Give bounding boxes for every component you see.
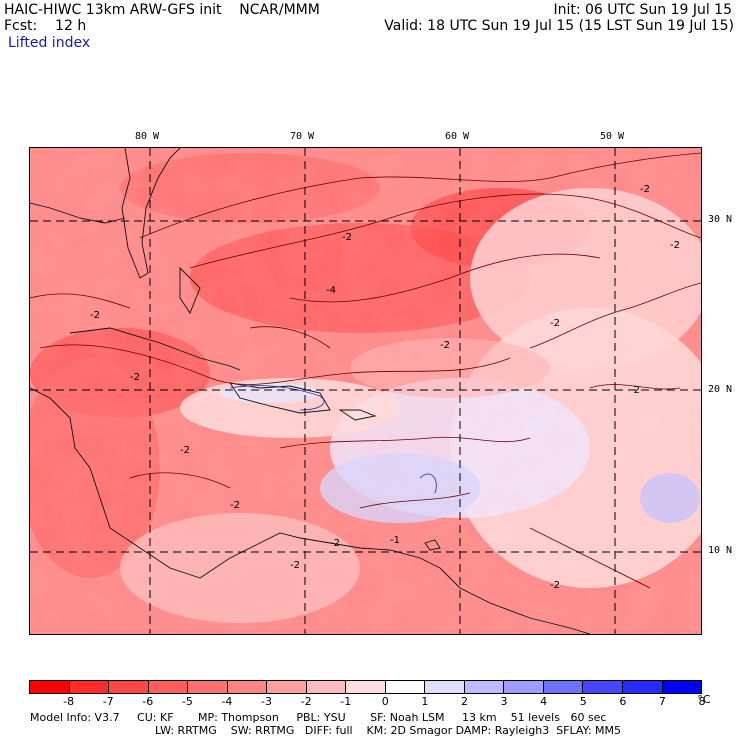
colorbar-labels: -8 -7 -6 -5 -4 -3 -2 -1 0 1 2 3 4 5 6 7 8 °C <box>29 693 729 708</box>
contour-line <box>139 152 701 239</box>
coastline <box>179 266 201 314</box>
valid-time: Valid: 18 UTC Sun 19 Jul 15 (15 LST Sun … <box>384 18 734 34</box>
coastline <box>199 532 441 579</box>
coastline <box>121 148 181 279</box>
colorbar-tick-label: -8 <box>63 695 75 708</box>
lon-label-80w: 80 W <box>135 131 160 142</box>
colorbar-tick-label: 6 <box>619 695 627 708</box>
lon-label-60w: 60 W <box>445 131 470 142</box>
contour-label: -2 <box>670 240 680 251</box>
colorbar-tick-label: -4 <box>221 695 233 708</box>
contour-line <box>249 326 331 349</box>
coastlines <box>30 148 591 634</box>
model-title: HAIC-HIWC 13km ARW-GFS init NCAR/MMM <box>4 2 320 18</box>
contours-stable <box>229 385 437 494</box>
field-name: Lifted index <box>8 35 91 51</box>
colorbar-cell <box>109 681 149 693</box>
colorbar-cell <box>267 681 307 693</box>
coastline <box>229 382 331 414</box>
contour-label: -2 <box>330 538 340 549</box>
colorbar-cell <box>69 681 110 693</box>
coastline <box>30 387 201 579</box>
lat-label-30n: 30 N <box>708 214 733 225</box>
contour-line <box>419 473 437 494</box>
colorbar-tick-label: 1 <box>421 695 429 708</box>
forecast-hour: Fcst: 12 h <box>4 18 87 34</box>
contour-label: -2 <box>550 580 560 591</box>
contour-label: -2 <box>550 318 560 329</box>
contour-line <box>529 527 651 589</box>
colorbar-cell <box>385 681 426 693</box>
coastline <box>69 327 241 371</box>
contour-label: -2 <box>640 184 650 195</box>
colorbar-cell <box>662 681 702 693</box>
contour-label: -4 <box>326 285 336 296</box>
colorbar-tick-label: 4 <box>540 695 548 708</box>
lat-label-10n: 10 N <box>708 545 733 556</box>
colorbar-tick-label: -1 <box>340 695 352 708</box>
colorbar-tick-label: -5 <box>181 695 193 708</box>
map-canvas: -2 -4 -2 -2 -2 -2 -2 -2 -2 -2 -2 -2 -1 -… <box>30 148 701 634</box>
lifted-index-map: -2 -4 -2 -2 -2 -2 -2 -2 -2 -2 -2 -2 -1 -… <box>29 147 702 635</box>
contours <box>30 152 701 589</box>
contour-label: -2 <box>230 500 240 511</box>
contour-line <box>189 193 701 269</box>
contour-label: -2 <box>180 445 190 456</box>
coastline <box>439 567 591 634</box>
colorbar-tick-label: 3 <box>500 695 508 708</box>
colorbar-cell <box>346 681 386 693</box>
contour-label: -2 <box>342 232 352 243</box>
contour-label: -2 <box>440 340 450 351</box>
colorbar-cell <box>504 681 544 693</box>
contour-line <box>529 282 701 349</box>
colorbar-tick-label: -3 <box>261 695 272 708</box>
colorbar-cell <box>543 681 584 693</box>
contour-label: -2 <box>130 372 140 383</box>
colorbar-tick-label: 2 <box>460 695 468 708</box>
colorbar-cell <box>622 681 663 693</box>
contour-line <box>359 492 471 509</box>
contour-label: -2 <box>90 310 100 321</box>
lon-label-70w: 70 W <box>290 131 315 142</box>
colorbar-unit: °C <box>697 693 711 706</box>
graticule <box>30 148 701 634</box>
colorbar-tick-label: 0 <box>381 695 389 708</box>
model-info-line2: LW: RRTMG SW: RRTMG DIFF: full KM: 2D Sm… <box>155 724 621 737</box>
coastline <box>424 539 441 551</box>
contour-line <box>30 293 131 309</box>
colorbar-cell <box>464 681 505 693</box>
colorbar-tick-label: 8 <box>698 695 706 708</box>
contour-line <box>129 472 231 489</box>
contour-line <box>39 344 511 385</box>
colorbar-cell <box>30 681 70 693</box>
lat-label-20n: 20 N <box>708 384 733 395</box>
contour-line <box>229 385 325 411</box>
contour-label: -2 <box>290 560 300 571</box>
colorbar-tick-label: 7 <box>658 695 666 708</box>
colorbar-cell <box>148 681 189 693</box>
colorbar-tick-label: 5 <box>579 695 587 708</box>
colorbar-tick-label: -6 <box>142 695 154 708</box>
contour-line <box>589 384 681 390</box>
contour-line <box>279 436 531 449</box>
model-info-line1: Model Info: V3.7 CU: KF MP: Thompson PBL… <box>30 711 607 724</box>
colorbar-cell <box>227 681 268 693</box>
colorbar-tick-label: -7 <box>102 695 114 708</box>
colorbar-tick-label: -2 <box>300 695 312 708</box>
contour-label: -1 <box>390 535 400 546</box>
field-texture <box>30 148 701 634</box>
colorbar-cell <box>425 681 465 693</box>
coastline <box>338 409 377 421</box>
init-time: Init: 06 UTC Sun 19 Jul 15 <box>553 2 732 18</box>
colorbar <box>29 680 702 694</box>
colorbar-cell <box>583 681 623 693</box>
lon-label-50w: 50 W <box>600 131 625 142</box>
colorbar-cell <box>306 681 347 693</box>
contour-line <box>289 253 601 303</box>
colorbar-cell <box>188 681 228 693</box>
